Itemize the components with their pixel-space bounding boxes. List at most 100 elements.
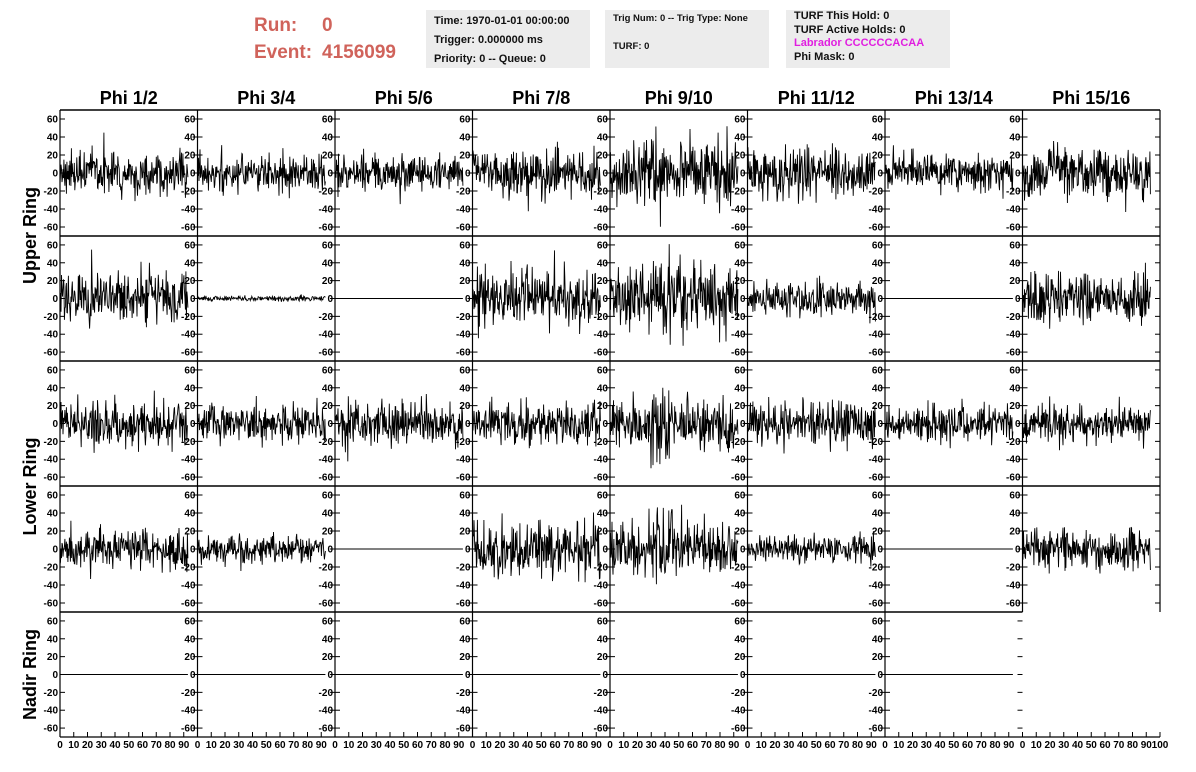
y-tick-label: 20 xyxy=(597,151,609,162)
y-tick-label: -60 xyxy=(594,724,609,735)
y-tick-label: -20 xyxy=(44,563,59,574)
x-tick-label: 90 xyxy=(866,740,878,751)
y-tick-label: 40 xyxy=(47,258,59,269)
waveform-trace xyxy=(747,275,876,324)
x-tick-label: 60 xyxy=(824,740,836,751)
x-tick-label: 90 xyxy=(1003,740,1015,751)
x-tick-label: 50 xyxy=(536,740,548,751)
x-tick-label: 10 xyxy=(68,740,80,751)
y-tick-label: -60 xyxy=(319,599,334,610)
y-tick-label: 0 xyxy=(877,670,883,681)
y-tick-label: -60 xyxy=(44,724,59,735)
y-tick-label: 40 xyxy=(872,383,884,394)
y-tick-label: 40 xyxy=(459,634,471,645)
y-tick-label: 20 xyxy=(322,276,334,287)
y-tick-label: -60 xyxy=(594,223,609,234)
y-tick-label: 20 xyxy=(872,276,884,287)
y-tick-label: 0 xyxy=(740,294,746,305)
waveform-trace xyxy=(472,250,601,339)
x-tick-label: 10 xyxy=(343,740,355,751)
x-tick-label: 80 xyxy=(302,740,314,751)
y-tick-label: 0 xyxy=(740,169,746,180)
y-tick-label: 0 xyxy=(602,169,608,180)
x-tick-label: 70 xyxy=(701,740,713,751)
y-tick-label: 0 xyxy=(327,169,333,180)
y-tick-label: 60 xyxy=(322,365,334,376)
y-tick-label: 60 xyxy=(322,115,334,126)
waveform-trace xyxy=(59,520,189,580)
y-tick-label: -60 xyxy=(456,599,471,610)
y-tick-label: 0 xyxy=(327,419,333,430)
y-tick-label: -20 xyxy=(456,312,471,323)
y-tick-label: 40 xyxy=(47,634,59,645)
y-tick-label: 40 xyxy=(872,133,884,144)
x-tick-label: 30 xyxy=(783,740,795,751)
x-tick-label: 40 xyxy=(797,740,809,751)
y-tick-label: 60 xyxy=(597,491,609,502)
column-title: Phi 9/10 xyxy=(645,88,713,108)
time-line: Time: 1970-01-01 00:00:00 xyxy=(434,15,570,27)
y-tick-label: -60 xyxy=(1006,599,1021,610)
y-tick-label: 20 xyxy=(1009,151,1021,162)
y-tick-label: 40 xyxy=(734,133,746,144)
y-tick-label: 0 xyxy=(52,294,58,305)
y-tick-label: 60 xyxy=(322,491,334,502)
y-tick-label: 60 xyxy=(459,115,471,126)
y-tick-label: 20 xyxy=(872,151,884,162)
y-tick-label: -20 xyxy=(1006,187,1021,198)
y-tick-label: 20 xyxy=(47,652,59,663)
y-tick-label: -20 xyxy=(1006,437,1021,448)
y-tick-label: 20 xyxy=(322,527,334,538)
y-tick-label: 40 xyxy=(459,509,471,520)
waveform-trace xyxy=(197,294,326,303)
y-tick-label: -40 xyxy=(44,706,59,717)
y-tick-label: 20 xyxy=(184,151,196,162)
y-tick-label: -40 xyxy=(44,330,59,341)
waveform-trace xyxy=(334,393,464,462)
time-info-box: Time: 1970-01-01 00:00:00 Trigger: 0.000… xyxy=(426,10,590,68)
y-tick-label: -20 xyxy=(869,563,884,574)
y-tick-label: 20 xyxy=(597,401,609,412)
y-tick-label: 40 xyxy=(597,133,609,144)
turf-hold-line: TURF This Hold: 0 xyxy=(794,10,890,22)
y-tick-label: 40 xyxy=(1009,509,1021,520)
y-tick-label: -20 xyxy=(181,312,196,323)
y-tick-label: 40 xyxy=(184,634,196,645)
column-title: Phi 13/14 xyxy=(915,88,993,108)
x-tick-label: 90 xyxy=(591,740,603,751)
y-tick-label: 20 xyxy=(872,401,884,412)
waveform-trace xyxy=(747,143,876,204)
x-tick-label: 70 xyxy=(838,740,850,751)
y-tick-label: 60 xyxy=(184,616,196,627)
x-tick-label: 40 xyxy=(934,740,946,751)
y-tick-label: 0 xyxy=(190,545,196,556)
y-tick-label: 60 xyxy=(734,365,746,376)
priority-line: Priority: 0 -- Queue: 0 xyxy=(434,53,546,65)
y-tick-label: -20 xyxy=(731,437,746,448)
y-tick-label: -40 xyxy=(319,455,334,466)
x-tick-label: 70 xyxy=(288,740,300,751)
y-tick-label: 20 xyxy=(184,401,196,412)
y-tick-label: 20 xyxy=(47,276,59,287)
waveform-trace xyxy=(884,398,1014,449)
y-tick-label: -20 xyxy=(319,312,334,323)
y-tick-label: -20 xyxy=(594,312,609,323)
y-tick-label: 0 xyxy=(327,294,333,305)
y-tick-label: 40 xyxy=(459,383,471,394)
y-tick-label: 20 xyxy=(322,151,334,162)
y-tick-label: -20 xyxy=(456,563,471,574)
x-tick-label: 50 xyxy=(811,740,823,751)
y-tick-label: 60 xyxy=(734,115,746,126)
x-tick-label: 20 xyxy=(907,740,919,751)
labrador-line: Labrador CCCCCCACAA xyxy=(794,37,925,49)
y-tick-label: -60 xyxy=(731,348,746,359)
y-tick-label: 20 xyxy=(597,276,609,287)
y-tick-label: -20 xyxy=(731,187,746,198)
y-tick-label: -20 xyxy=(44,437,59,448)
x-tick-label: 40 xyxy=(659,740,671,751)
x-tick-label: 70 xyxy=(151,740,163,751)
y-tick-label: 60 xyxy=(1009,365,1021,376)
y-tick-label: -40 xyxy=(319,706,334,717)
y-tick-label: -60 xyxy=(456,724,471,735)
y-tick-label: 0 xyxy=(740,545,746,556)
